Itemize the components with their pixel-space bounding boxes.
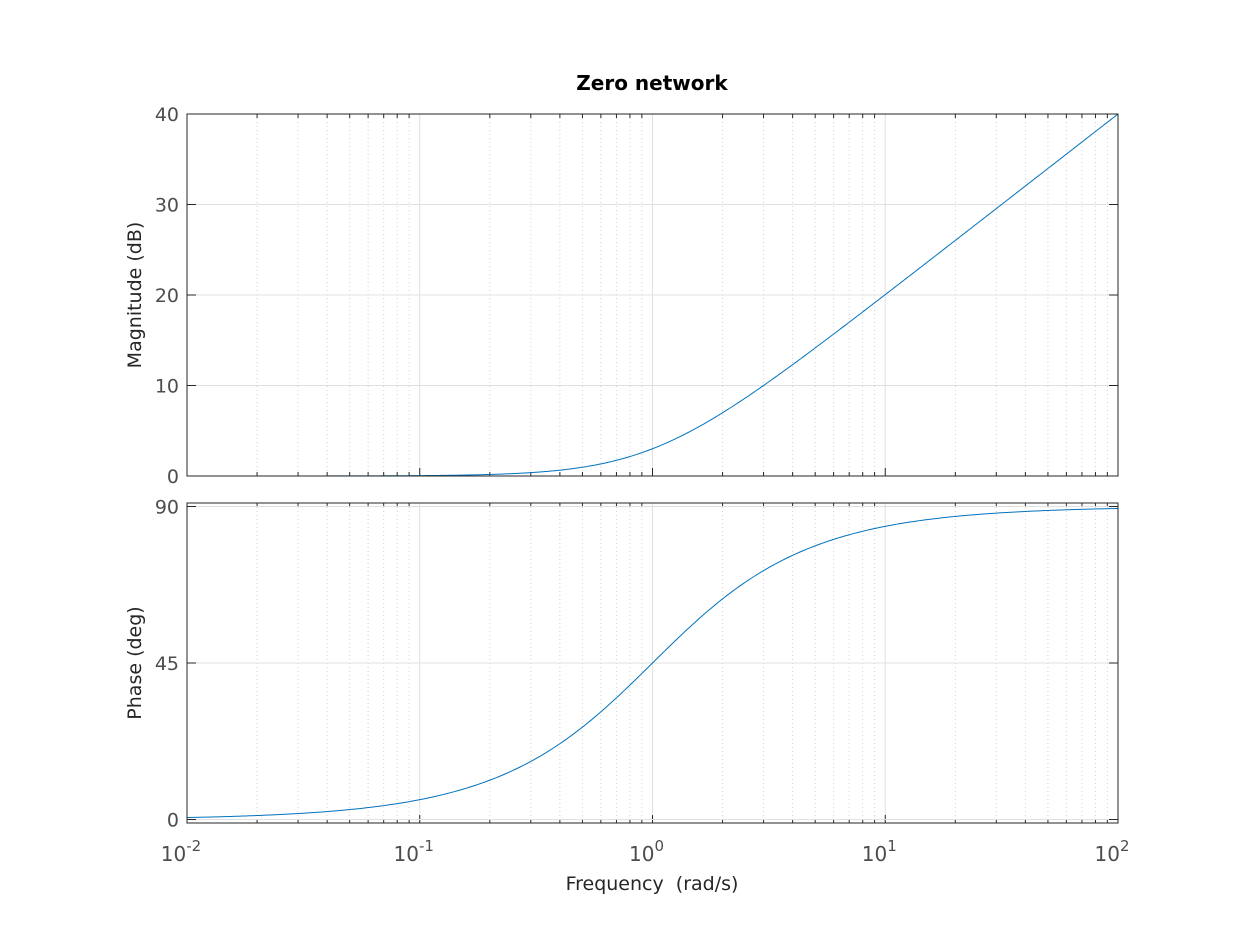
response-curve bbox=[186, 507, 1119, 819]
y-tick-label: 40 bbox=[155, 104, 179, 126]
x-tick-label: 101 bbox=[862, 837, 897, 866]
y-tick-label: 10 bbox=[155, 376, 179, 398]
phase-ylabel: Phase (deg) bbox=[124, 606, 146, 719]
y-tick-label: 90 bbox=[155, 496, 179, 518]
magnitude-ylabel: Magnitude (dB) bbox=[124, 222, 146, 369]
x-tick-label: 100 bbox=[629, 837, 664, 866]
y-tick-label: 30 bbox=[155, 195, 179, 217]
chart-title: Zero network bbox=[576, 71, 728, 95]
x-tick-label: 102 bbox=[1095, 837, 1130, 866]
phase-axes: 0 45 90 10-2 10-1 100 101 102 bbox=[155, 496, 1130, 866]
y-tick-label: 0 bbox=[167, 810, 179, 832]
y-tick-label: 20 bbox=[155, 285, 179, 307]
x-tick-label: 10-2 bbox=[161, 837, 201, 866]
frequency-xlabel: Frequency (rad/s) bbox=[566, 873, 739, 895]
x-tick-label: 10-1 bbox=[394, 837, 434, 866]
magnitude-axes: 0 10 20 30 40 bbox=[155, 104, 1119, 488]
y-tick-label: 0 bbox=[167, 466, 179, 488]
y-tick-label: 45 bbox=[155, 653, 179, 675]
axes-box bbox=[186, 502, 1119, 824]
axes-box bbox=[186, 113, 1119, 477]
